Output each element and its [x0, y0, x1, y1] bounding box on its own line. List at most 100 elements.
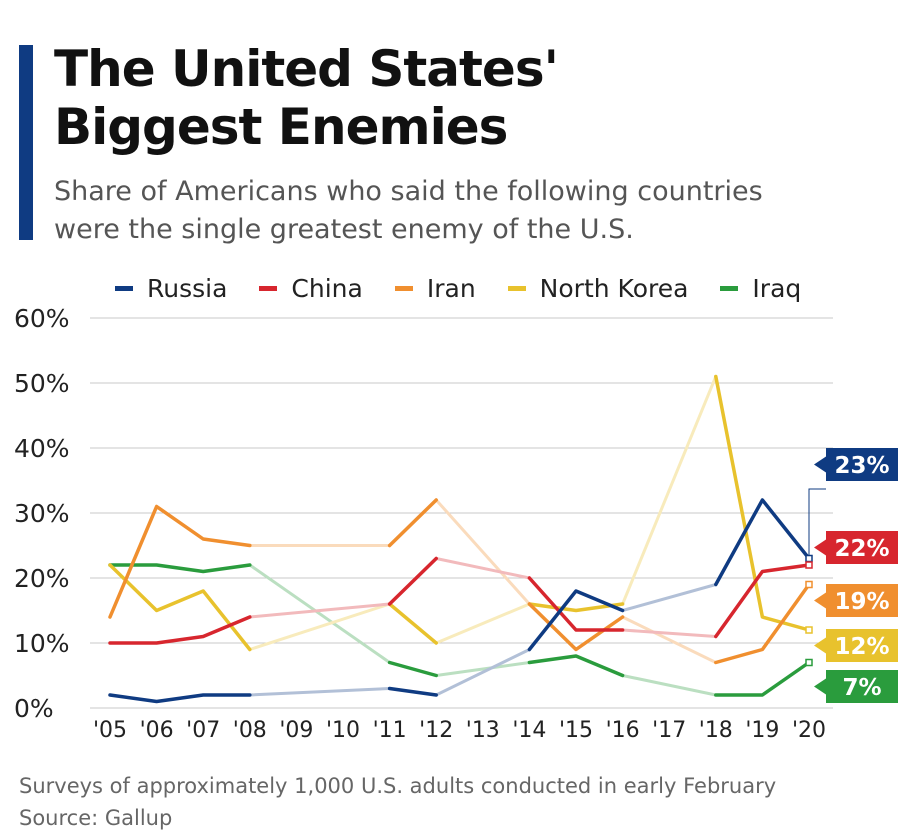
legend-item-russia: Russia: [115, 274, 227, 303]
end-value-label-china: 22%: [834, 536, 889, 562]
x-tick-label: '15: [559, 718, 593, 743]
end-value-label-north-korea: 12%: [834, 634, 889, 660]
y-tick-label: 60%: [14, 304, 70, 333]
end-label-north-korea: 12%: [805, 626, 898, 662]
series-iran: [108, 498, 811, 665]
label-box-iraq: [826, 670, 898, 703]
label-box-iran: [826, 584, 898, 617]
line-segment-iran: [714, 582, 811, 665]
line-segment-iraq: [714, 660, 811, 697]
legend-item-china: China: [259, 273, 363, 303]
label-pointer-russia: [814, 456, 826, 473]
legend-item-north-korea: North Korea: [507, 273, 689, 303]
legend-swatch-iraq: [720, 285, 739, 291]
end-marker-iraq: [805, 658, 813, 667]
x-tick-label: '16: [606, 718, 640, 743]
line-gap-segment-china: [621, 628, 718, 638]
series-iraq: [108, 563, 811, 697]
end-label-china: 22%: [805, 531, 898, 569]
x-tick-label: '19: [745, 718, 779, 743]
label-box-russia: [826, 448, 898, 481]
line-gap-segment-north-korea: [621, 375, 718, 606]
line-segment-china: [714, 563, 811, 639]
line-segment-russia: [108, 693, 252, 704]
x-tick-label: '08: [233, 718, 267, 743]
x-tick-label: '11: [373, 718, 407, 743]
series-russia: [108, 498, 811, 704]
y-tick-label: 0%: [14, 694, 54, 723]
x-tick-label: '10: [326, 718, 360, 743]
subtitle-line-2: were the single greatest enemy of the U.…: [54, 214, 634, 245]
survey-note: Surveys of approximately 1,000 U.S. adul…: [19, 774, 777, 798]
x-tick-label: '17: [652, 718, 686, 743]
line-gap-segment-china: [248, 602, 392, 619]
label-pointer-iran: [814, 592, 826, 609]
chart-subtitle: Share of Americans who said the followin…: [54, 173, 763, 249]
legend-swatch-north-korea: [507, 285, 526, 291]
title-accent-bar: [19, 45, 33, 240]
x-tick-label: '09: [279, 718, 313, 743]
x-tick-label: '12: [419, 718, 453, 743]
x-tick-label: '13: [466, 718, 500, 743]
source-text: Source: Gallup: [19, 806, 173, 830]
line-segment-russia: [387, 686, 438, 697]
line-gap-segment-iraq: [248, 563, 392, 664]
legend-swatch-iran: [394, 285, 413, 291]
line-segment-russia: [527, 589, 625, 652]
line-gap-segment-iran: [621, 615, 718, 664]
subtitle-line-1: Share of Americans who said the followin…: [54, 176, 763, 207]
leader-line-russia: [808, 488, 826, 557]
legend-label-iran: Iran: [426, 273, 476, 303]
end-value-label-russia: 23%: [834, 453, 889, 479]
x-tick-label: '20: [792, 718, 826, 743]
title-line-1: The United States': [54, 40, 559, 98]
end-value-label-iran: 19%: [834, 589, 889, 615]
line-segment-china: [527, 576, 625, 632]
x-tick-label: '06: [140, 718, 174, 743]
end-marker-north-korea: [805, 626, 813, 634]
end-marker-china: [805, 561, 813, 569]
line-segment-north-korea: [387, 602, 438, 645]
end-value-label-iraq: 7%: [842, 675, 881, 701]
legend-label-iraq: Iraq: [752, 273, 802, 303]
x-tick-label: '18: [699, 718, 733, 743]
x-tick-label: '14: [512, 718, 546, 743]
legend-item-iraq: Iraq: [720, 274, 801, 303]
line-segment-iran: [108, 504, 252, 619]
line-segment-north-korea: [714, 374, 811, 632]
legend-swatch-russia: [115, 285, 133, 291]
series-north-korea: [108, 374, 811, 652]
legend-label-russia: Russia: [147, 273, 228, 303]
x-tick-label: '05: [93, 718, 127, 743]
x-tick-label: '07: [186, 718, 220, 743]
label-pointer-china: [814, 539, 826, 556]
legend-label-china: China: [291, 273, 363, 303]
end-label-russia: 23%: [805, 448, 898, 563]
line-gap-segment-russia: [248, 687, 392, 697]
end-marker-russia: [805, 554, 813, 563]
line-segment-iran: [527, 602, 625, 652]
series-china: [108, 556, 811, 645]
line-segment-iraq: [527, 654, 625, 678]
line-gap-segment-north-korea: [248, 602, 392, 651]
label-box-north-korea: [826, 629, 898, 662]
y-tick-label: 10%: [14, 629, 70, 658]
line-gap-segment-north-korea: [434, 602, 531, 645]
label-box-china: [826, 531, 898, 564]
end-label-iran: 19%: [805, 580, 898, 617]
legend-label-north-korea: North Korea: [539, 273, 689, 303]
y-tick-label: 40%: [14, 434, 70, 463]
line-segment-china: [108, 615, 252, 645]
line-segment-china: [387, 556, 438, 606]
legend-item-iran: Iran: [394, 273, 476, 303]
line-segment-north-korea: [108, 563, 252, 652]
y-tick-label: 50%: [14, 369, 70, 398]
line-gap-segment-iraq: [434, 661, 531, 677]
label-pointer-iraq: [814, 678, 826, 695]
line-segment-iraq: [387, 660, 438, 678]
end-marker-iran: [805, 580, 813, 589]
line-gap-segment-russia: [434, 648, 531, 697]
line-segment-north-korea: [527, 602, 625, 613]
end-label-iraq: 7%: [805, 658, 898, 703]
